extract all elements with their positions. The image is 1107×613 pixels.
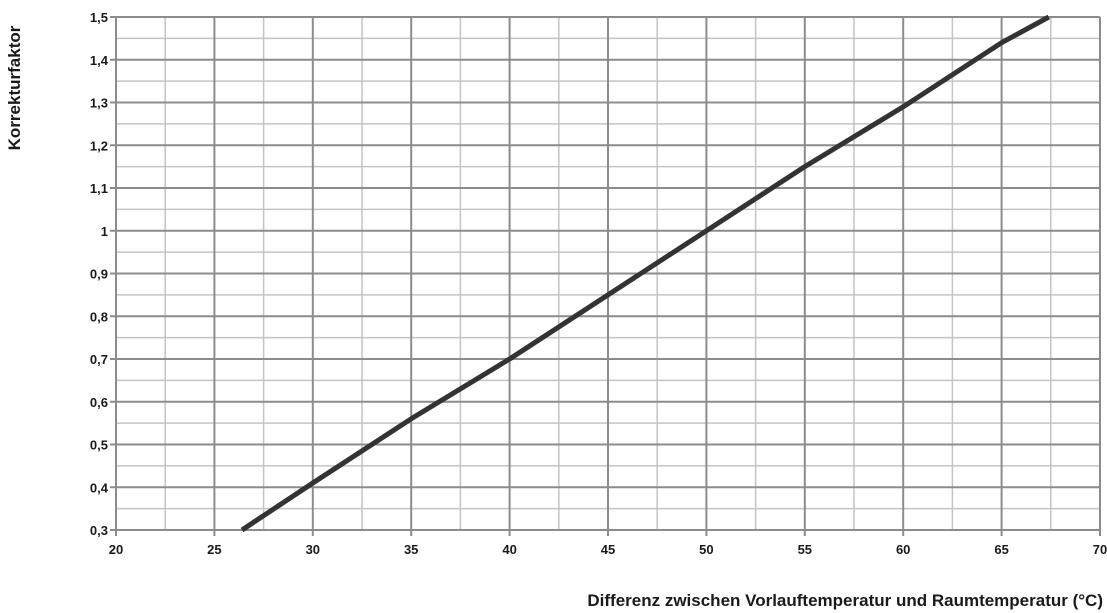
y-tick-label: 1,4 xyxy=(90,53,109,68)
y-tick-label: 0,9 xyxy=(90,267,108,282)
x-tick-label: 40 xyxy=(502,542,516,557)
y-tick-label: 1,1 xyxy=(90,181,108,196)
y-tick-label: 0,8 xyxy=(90,309,108,324)
y-tick-label: 0,3 xyxy=(90,523,108,538)
y-tick-label: 0,4 xyxy=(90,480,109,495)
x-tick-label: 70 xyxy=(1093,542,1107,557)
y-tick-label: 1,5 xyxy=(90,10,108,25)
y-tick-label: 1,3 xyxy=(90,96,108,111)
series-line xyxy=(240,14,1050,533)
x-tick-label: 50 xyxy=(699,542,713,557)
x-tick-label: 55 xyxy=(798,542,812,557)
x-tick-label: 60 xyxy=(896,542,910,557)
y-tick-label: 1 xyxy=(101,224,108,239)
y-tick-label: 0,5 xyxy=(90,438,108,453)
x-tick-label: 20 xyxy=(109,542,123,557)
y-tick-label: 0,7 xyxy=(90,352,108,367)
grid-lines xyxy=(110,16,1101,536)
x-axis-title: Differenz zwischen Vorlauftemperatur und… xyxy=(587,591,1103,610)
x-tick-label: 65 xyxy=(994,542,1008,557)
y-tick-label: 0,6 xyxy=(90,395,108,410)
x-tick-label: 25 xyxy=(207,542,221,557)
x-tick-label: 45 xyxy=(601,542,615,557)
y-axis-title: Korrekturfaktor xyxy=(5,25,24,150)
x-axis-ticks: 20 25 30 35 40 45 50 55 60 65 70 xyxy=(109,542,1107,557)
series-layer xyxy=(240,14,1050,533)
y-tick-label: 1,2 xyxy=(90,138,108,153)
x-tick-label: 35 xyxy=(404,542,418,557)
y-axis-ticks: 0,3 0,4 0,5 0,6 0,7 0,8 0,9 1 1,1 1,2 1,3 1,4 1,5 xyxy=(90,10,109,538)
x-tick-label: 30 xyxy=(306,542,320,557)
